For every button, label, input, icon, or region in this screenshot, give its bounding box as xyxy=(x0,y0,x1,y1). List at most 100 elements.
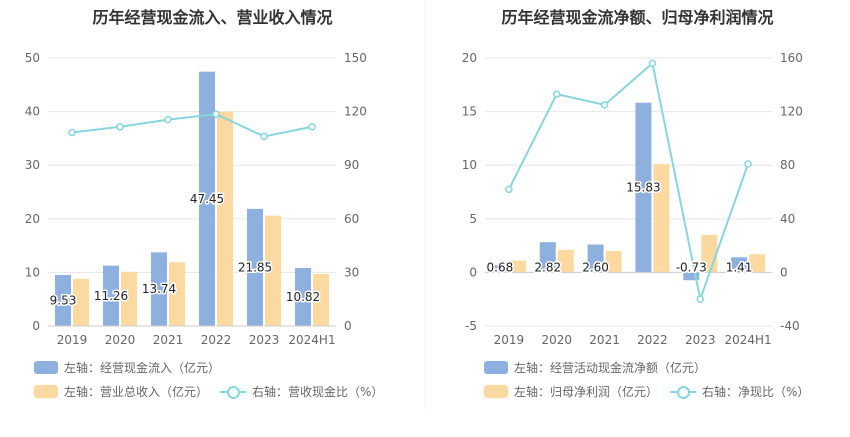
legend-item-revenue-cash-ratio[interactable]: 右轴：营收现金比（%） xyxy=(220,383,383,400)
chart-title: 历年经营现金流净额、归母净利润情况 xyxy=(501,8,774,27)
ratio-line xyxy=(71,113,313,138)
x-tick-label: 2023 xyxy=(249,333,280,347)
x-tick-label: 2024H1 xyxy=(288,333,335,347)
ratio-point xyxy=(116,123,124,131)
x-tick-label: 2022 xyxy=(201,333,232,347)
y-right-tick-label: 150 xyxy=(344,51,367,65)
legend-label: 左轴：归母净利润（亿元） xyxy=(514,385,659,399)
bar-data-label: 47.45 xyxy=(190,192,224,206)
bar-secondary xyxy=(509,260,526,273)
legend-item-cash-inflow[interactable]: 左轴：经营现金流入（亿元） xyxy=(34,359,220,376)
y-right-tick-label: 80 xyxy=(780,158,795,172)
bar-data-label: 2.60 xyxy=(582,260,609,274)
bar-primary xyxy=(539,242,556,273)
bar-primary xyxy=(683,272,700,281)
legend-item-net-cash-flow[interactable]: 左轴：经营活动现金流净额（亿元） xyxy=(484,359,706,376)
bar-primary xyxy=(247,208,263,326)
bar-data-label: 21.85 xyxy=(238,260,272,274)
bar-primary xyxy=(103,265,119,326)
bar-secondary xyxy=(73,278,89,326)
bar-primary xyxy=(295,268,311,326)
bar-label-halo: 9.53 xyxy=(50,293,77,307)
ratio-point xyxy=(505,185,513,194)
chart-canvas-cash-inflow: 0 10 20 30 40 50 0 30 60 90 120 150 2019 2020 2021 2022… xyxy=(25,51,367,347)
bar-primary xyxy=(731,257,748,273)
y-left-tick-label: 0 xyxy=(32,319,40,333)
bar-secondary xyxy=(265,215,281,326)
legend-item-revenue[interactable]: 左轴：营业总收入（亿元） xyxy=(34,383,208,400)
y-left-tick-label: 5 xyxy=(469,212,477,226)
y-right-tick-label: 0 xyxy=(780,265,788,279)
ratio-point xyxy=(260,132,268,141)
y-right-tick-label: 30 xyxy=(344,265,359,279)
legend-swatch xyxy=(484,385,508,398)
bar-label-halo: 0.68 xyxy=(487,260,514,274)
y-left-tick-label: 20 xyxy=(462,51,477,65)
y-left-tick-label: 10 xyxy=(462,158,477,172)
bar-secondary xyxy=(121,271,137,326)
chart-panel-cash-inflow: 历年经营现金流入、营业收入情况 0 10 20 30 40 50 0 30 60 90 120 150… xyxy=(25,8,384,400)
y-right-tick-label: 0 xyxy=(344,319,352,333)
legend-swatch xyxy=(484,361,508,374)
bar-primary xyxy=(491,265,508,273)
bar-data-label: 10.82 xyxy=(286,290,320,304)
ratio-line xyxy=(508,61,750,303)
ratio-point xyxy=(744,160,752,168)
x-tick-label: 2019 xyxy=(494,333,525,347)
y-left-tick-label: 0 xyxy=(469,265,477,279)
panel-divider xyxy=(425,0,426,410)
bar-secondary xyxy=(749,254,766,273)
ratio-point xyxy=(553,90,561,98)
bar-data-label: 2.82 xyxy=(534,260,561,274)
bar-label-halo: -0.73 xyxy=(676,260,707,274)
chart-canvas-net-cash-flow: -5 0 5 10 15 20 -40 0 40 80 120 160 2019 2020 2021 2022… xyxy=(462,51,803,347)
legend-label: 左轴：经营活动现金流净额（亿元） xyxy=(514,361,707,375)
x-tick-label: 2022 xyxy=(637,333,668,347)
legend-label: 右轴：营收现金比（%） xyxy=(252,385,384,399)
ratio-point xyxy=(164,115,172,124)
bar-primary xyxy=(587,244,604,273)
y-left-tick-label: 40 xyxy=(25,105,40,119)
ratio-point xyxy=(600,101,609,109)
legend-line-swatch xyxy=(670,385,696,399)
y-left-tick-label: 20 xyxy=(25,212,40,226)
y-right-tick-label: 120 xyxy=(780,105,803,119)
bar-primary xyxy=(199,71,215,326)
legend-label: 右轴：净现比（%） xyxy=(702,385,810,399)
legend-swatch xyxy=(34,361,58,374)
chart-panel-net-cash-flow: 历年经营现金流净额、归母净利润情况 -5 0 5 10 15 20 -40 0 40 80 120 1… xyxy=(425,0,850,437)
legend-item-net-profit[interactable]: 左轴：归母净利润（亿元） xyxy=(484,383,658,400)
bar-data-label: -0.73 xyxy=(676,260,707,274)
legend-item-net-cash-ratio[interactable]: 右轴：净现比（%） xyxy=(670,383,809,400)
bar-data-label: 9.53 xyxy=(50,293,77,307)
y-right-tick-label: 90 xyxy=(344,158,359,172)
y-left-tick-label: 15 xyxy=(462,105,477,119)
bar-data-label: 0.68 xyxy=(487,260,514,274)
ratio-point xyxy=(212,110,220,118)
y-right-tick-label: 120 xyxy=(344,105,367,119)
bar-label-halo: 47.45 xyxy=(190,192,224,206)
y-right-tick-label: 60 xyxy=(344,212,359,226)
x-tick-label: 2023 xyxy=(685,333,716,347)
ratio-point xyxy=(648,59,657,68)
bar-data-label: 11.26 xyxy=(94,289,128,303)
bar-label-halo: 1.41 xyxy=(726,260,753,274)
y-left-tick-label: 10 xyxy=(25,265,40,279)
bar-secondary xyxy=(217,111,233,326)
bar-primary xyxy=(55,274,71,326)
ratio-point xyxy=(68,128,76,137)
y-right-tick-label: 160 xyxy=(780,51,803,65)
x-tick-label: 2021 xyxy=(153,333,184,347)
bar-label-halo: 10.82 xyxy=(286,290,320,304)
bar-secondary xyxy=(557,249,574,273)
ratio-point xyxy=(696,295,704,303)
bar-primary xyxy=(151,252,167,326)
bar-data-label: 15.83 xyxy=(626,181,660,195)
x-tick-label: 2021 xyxy=(589,333,620,347)
bar-secondary xyxy=(605,250,622,273)
bar-label-halo: 15.83 xyxy=(626,181,660,195)
bar-secondary xyxy=(313,274,329,326)
legend-label: 左轴：经营现金流入（亿元） xyxy=(64,361,221,375)
legend-swatch xyxy=(34,385,58,398)
bar-label-halo: 11.26 xyxy=(94,289,128,303)
